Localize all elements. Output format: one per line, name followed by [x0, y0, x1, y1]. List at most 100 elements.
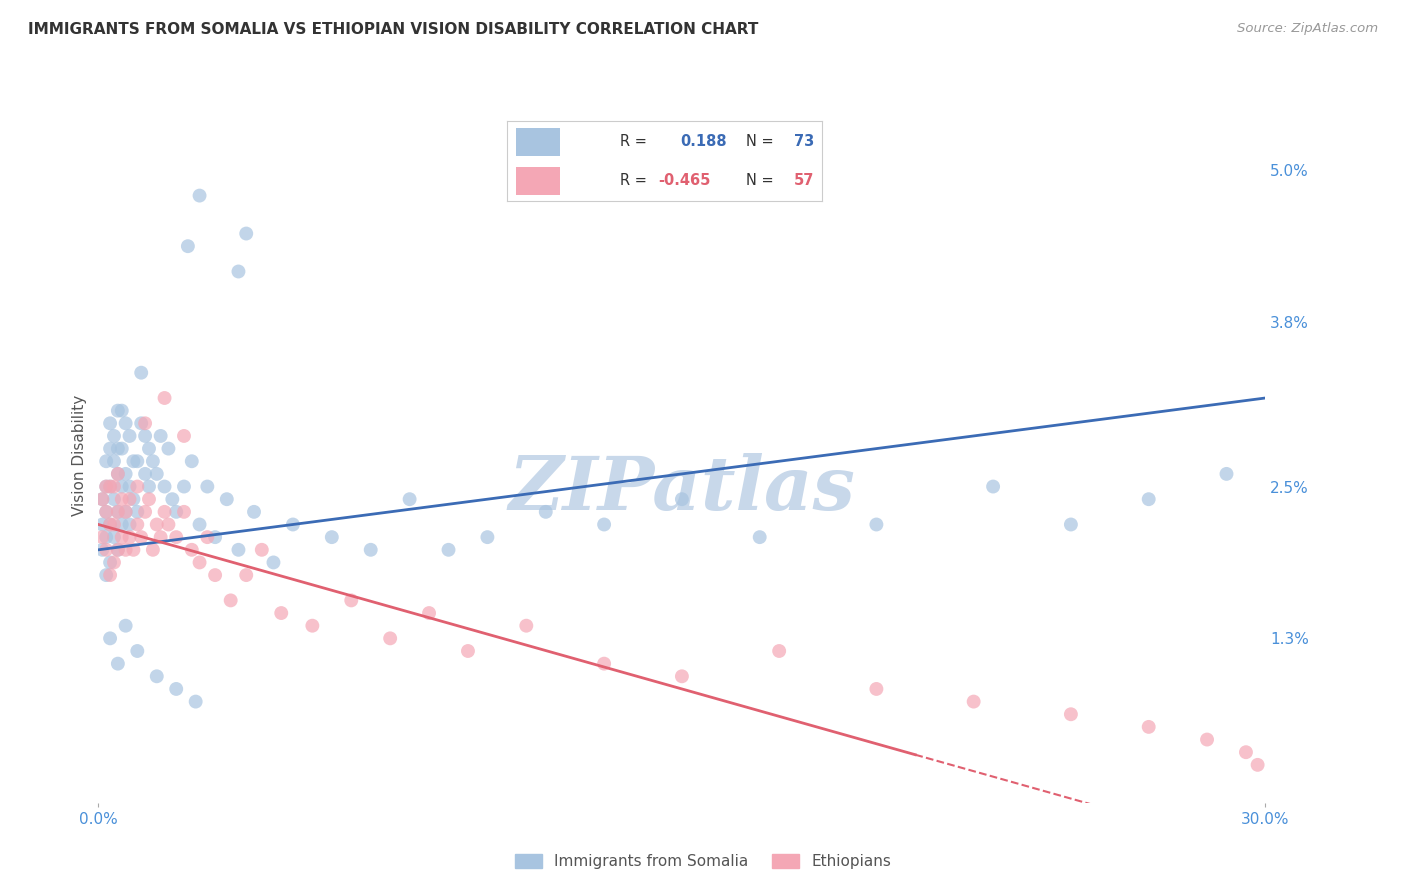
Point [134, 467, 156, 481]
Point [768, 644, 790, 658]
Point [129, 417, 152, 431]
Point [98, 442, 121, 456]
Point [165, 681, 187, 696]
Point [122, 492, 145, 507]
Legend: Immigrants from Somalia, Ethiopians: Immigrants from Somalia, Ethiopians [509, 848, 897, 875]
Point [1060, 517, 1083, 532]
Point [153, 505, 176, 519]
Point [118, 517, 141, 532]
Point [134, 429, 156, 443]
Point [748, 530, 770, 544]
Point [173, 505, 195, 519]
Point [96, 505, 118, 519]
Point [91, 492, 114, 507]
Point [1137, 720, 1160, 734]
Point [281, 517, 304, 532]
Text: R =: R = [620, 135, 647, 149]
Point [129, 530, 152, 544]
Point [157, 517, 180, 532]
Point [96, 530, 118, 544]
Point [98, 568, 121, 582]
Point [865, 681, 887, 696]
Bar [516, 167, 560, 194]
Point [188, 556, 211, 570]
Point [215, 492, 238, 507]
Point [107, 442, 129, 456]
Point [91, 517, 114, 532]
Point [138, 442, 160, 456]
Point [114, 417, 136, 431]
Text: 73: 73 [793, 135, 814, 149]
Point [98, 417, 121, 431]
Point [98, 556, 121, 570]
Point [96, 505, 118, 519]
Point [1234, 745, 1257, 759]
Point [107, 542, 129, 557]
Point [188, 517, 211, 532]
Point [180, 454, 202, 468]
Point [114, 505, 136, 519]
Point [98, 517, 121, 532]
Point [962, 695, 984, 709]
Point [103, 429, 125, 443]
Point [418, 606, 440, 620]
Point [671, 669, 693, 683]
Point [107, 657, 129, 671]
Point [146, 517, 169, 532]
Text: 57: 57 [793, 173, 814, 187]
Point [149, 429, 172, 443]
Point [91, 530, 114, 544]
Point [1195, 732, 1218, 747]
Point [228, 264, 250, 278]
Point [195, 530, 218, 544]
Point [91, 492, 114, 507]
Point [250, 542, 273, 557]
Point [173, 429, 195, 443]
Point [103, 492, 125, 507]
Point [98, 479, 121, 493]
Point [981, 479, 1004, 493]
Point [188, 188, 211, 202]
Point [107, 467, 129, 481]
Point [98, 517, 121, 532]
Bar [516, 128, 560, 156]
Point [360, 542, 382, 557]
Point [321, 530, 343, 544]
Point [122, 454, 145, 468]
Point [114, 505, 136, 519]
Point [127, 454, 149, 468]
Point [138, 492, 160, 507]
Point [340, 593, 363, 607]
Point [235, 568, 257, 582]
Point [204, 568, 226, 582]
Point [111, 442, 134, 456]
Point [593, 657, 616, 671]
Point [142, 454, 165, 468]
Point [127, 505, 149, 519]
Point [142, 542, 165, 557]
Point [378, 632, 402, 646]
Point [398, 492, 420, 507]
Point [134, 505, 156, 519]
Point [114, 467, 136, 481]
Point [262, 556, 284, 570]
Point [146, 669, 169, 683]
Point [243, 505, 266, 519]
Point [111, 517, 134, 532]
Point [138, 479, 160, 493]
Text: -0.465: -0.465 [658, 173, 710, 187]
Point [114, 542, 136, 557]
Point [1060, 707, 1083, 722]
Point [111, 479, 134, 493]
Point [129, 366, 152, 380]
Point [107, 505, 129, 519]
Text: 0.188: 0.188 [681, 135, 727, 149]
Point [98, 479, 121, 493]
Point [515, 618, 537, 632]
Point [103, 479, 125, 493]
Point [118, 429, 141, 443]
Point [534, 505, 557, 519]
Point [91, 542, 114, 557]
Point [107, 542, 129, 557]
Y-axis label: Vision Disability: Vision Disability [72, 394, 87, 516]
